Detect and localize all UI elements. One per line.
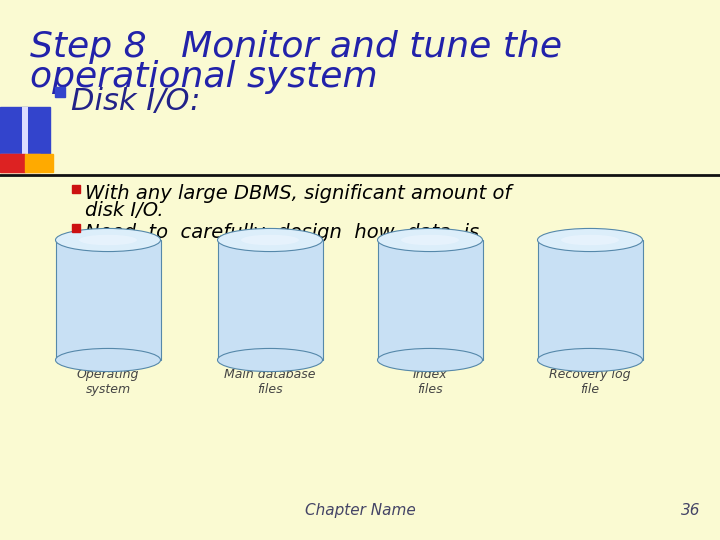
Text: Index
files: Index files	[413, 368, 447, 396]
FancyBboxPatch shape	[0, 107, 50, 155]
Text: Main database
files: Main database files	[224, 368, 316, 396]
Text: disk I/O.: disk I/O.	[85, 201, 163, 220]
FancyBboxPatch shape	[55, 87, 65, 97]
Text: Chapter Name: Chapter Name	[305, 503, 415, 518]
Polygon shape	[55, 240, 161, 360]
FancyBboxPatch shape	[72, 185, 80, 193]
Text: Need  to  carefully  design  how  data  is: Need to carefully design how data is	[85, 223, 479, 242]
Ellipse shape	[561, 235, 619, 245]
Ellipse shape	[55, 348, 161, 372]
FancyBboxPatch shape	[0, 154, 25, 172]
Text: operational system: operational system	[30, 60, 378, 94]
Ellipse shape	[377, 228, 482, 252]
Polygon shape	[538, 240, 642, 360]
FancyBboxPatch shape	[72, 224, 80, 232]
Ellipse shape	[377, 348, 482, 372]
Ellipse shape	[79, 235, 137, 245]
Text: 36: 36	[680, 503, 700, 518]
FancyBboxPatch shape	[0, 154, 40, 172]
Text: Step 8   Monitor and tune the: Step 8 Monitor and tune the	[30, 30, 562, 64]
Ellipse shape	[55, 228, 161, 252]
Ellipse shape	[217, 348, 323, 372]
Ellipse shape	[241, 235, 299, 245]
Polygon shape	[377, 240, 482, 360]
Ellipse shape	[401, 235, 459, 245]
Ellipse shape	[217, 228, 323, 252]
Text: c: c	[85, 240, 96, 259]
FancyBboxPatch shape	[22, 107, 28, 155]
Ellipse shape	[538, 228, 642, 252]
Text: Disk I/O:: Disk I/O:	[71, 87, 200, 116]
Polygon shape	[217, 240, 323, 360]
Text: With any large DBMS, significant amount of: With any large DBMS, significant amount …	[85, 184, 511, 203]
Ellipse shape	[538, 348, 642, 372]
FancyBboxPatch shape	[25, 154, 53, 172]
Text: Recovery log
file: Recovery log file	[549, 368, 631, 396]
Text: Operating
system: Operating system	[77, 368, 139, 396]
